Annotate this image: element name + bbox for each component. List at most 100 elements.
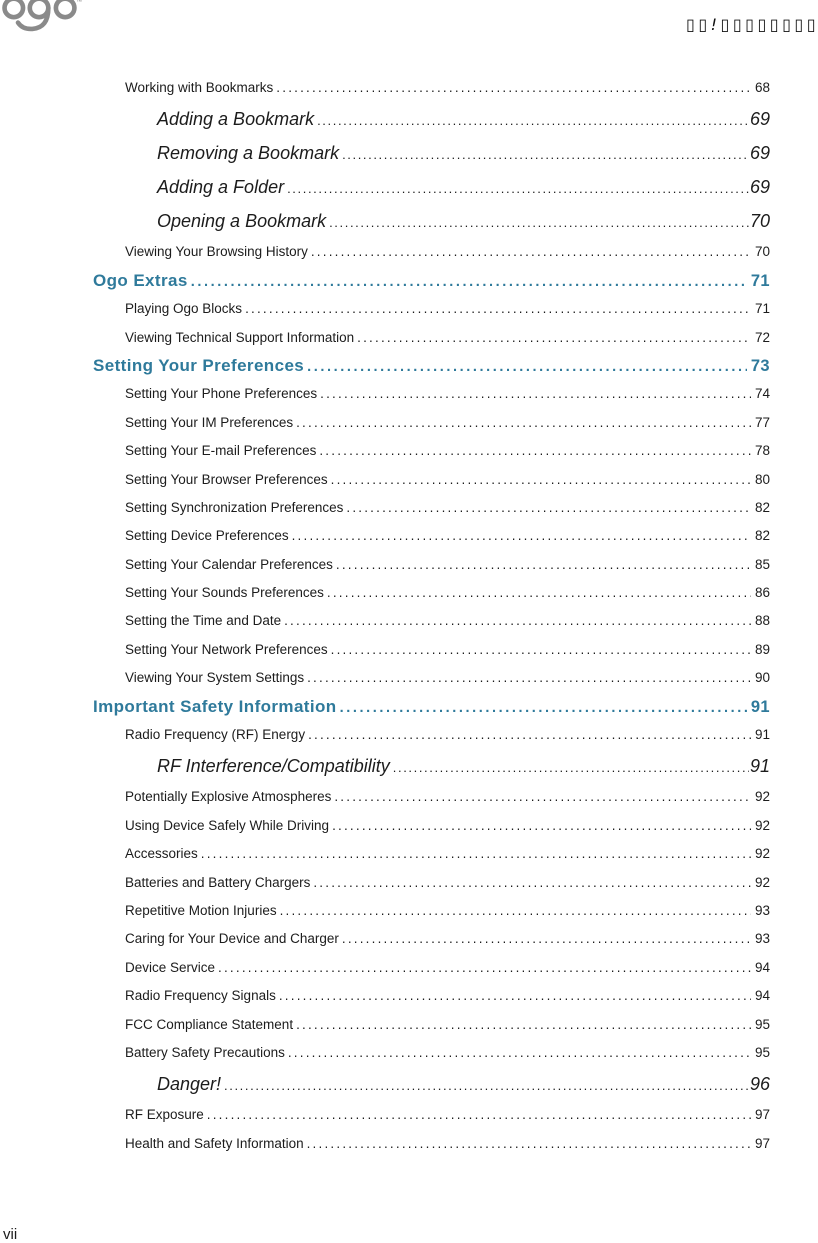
toc-leader-dots [280,897,751,925]
toc-entry-label: Setting Your E-mail Preferences [125,443,317,459]
toc-leader-dots [224,1067,749,1103]
toc-entry-page: 92 [754,789,770,805]
toc-entry[interactable]: Accessories 92 [125,840,770,868]
toc-entry-label: Using Device Safely While Driving [125,817,330,833]
toc-entry-label: Accessories [125,846,198,862]
toc-entry-page: 89 [754,641,770,657]
toc-leader-dots [320,380,751,408]
toc-entry[interactable]: Potentially Explosive Atmospheres 92 [125,783,770,811]
toc-leader-dots [307,1130,751,1158]
toc-entry-page: 72 [754,329,770,345]
toc-entry[interactable]: Battery Safety Precautions 95 [125,1039,770,1067]
toc-entry[interactable]: Adding a Folder 69 [157,170,770,204]
toc-entry[interactable]: Health and Safety Information 97 [125,1130,770,1158]
toc-leader-dots [357,324,751,352]
toc-entry[interactable]: Setting Your Network Preferences 89 [125,636,770,664]
toc-entry[interactable]: Opening a Bookmark 70 [157,204,770,238]
toc-entry[interactable]: Device Service 94 [125,954,770,982]
toc-entry-label: Opening a Bookmark [157,211,327,232]
toc-entry-page: 70 [749,211,770,232]
toc-entry[interactable]: Setting the Time and Date 88 [125,607,770,635]
toc-entry-label: Batteries and Battery Chargers [125,874,311,890]
toc-leader-dots [296,409,751,437]
toc-entry[interactable]: Ogo Extras 71 [93,267,770,295]
toc-entry[interactable]: Working with Bookmarks 68 [125,74,770,102]
ogo-logo: ™ [2,0,84,34]
toc-entry[interactable]: Using Device Safely While Driving 92 [125,812,770,840]
toc-entry-page: 91 [754,727,770,743]
toc-entry-label: Viewing Your Browsing History [125,244,308,260]
toc-entry-page: 82 [754,528,770,544]
toc-leader-dots [346,494,751,522]
toc-leader-dots [191,267,747,296]
toc-leader-dots [311,238,751,266]
toc-entry[interactable]: RF Interference/Compatibility 91 [157,749,770,783]
toc-entry-label: Playing Ogo Blocks [125,301,243,317]
toc-leader-dots [201,840,751,868]
toc-entry[interactable]: FCC Compliance Statement 95 [125,1011,770,1039]
toc-entry[interactable]: Radio Frequency (RF) Energy 91 [125,721,770,749]
toc-entry-page: 97 [754,1135,770,1151]
toc-entry-label: Repetitive Motion Injuries [125,902,277,918]
toc-entry[interactable]: Setting Your Preferences 73 [93,352,770,380]
toc-entry[interactable]: Viewing Technical Support Information 72 [125,324,770,352]
toc-entry-label: Setting Your Sounds Preferences [125,585,324,601]
toc-leader-dots [288,1039,751,1067]
toc-entry-page: 92 [754,846,770,862]
toc-entry-label: Ogo Extras [93,270,188,290]
toc-entry-label: Setting Your Preferences [93,355,305,375]
toc-entry[interactable]: Setting Your IM Preferences 77 [125,409,770,437]
toc-entry[interactable]: Setting Your Sounds Preferences 86 [125,579,770,607]
toc-entry-label: FCC Compliance Statement [125,1016,294,1032]
toc-entry[interactable]: Danger! 96 [157,1067,770,1101]
toc-leader-dots [342,925,751,953]
toc-entry-label: Health and Safety Information [125,1135,304,1151]
toc-leader-dots [317,102,749,138]
toc-entry[interactable]: Caring for Your Device and Charger 93 [125,925,770,953]
toc-entry-page: 70 [754,244,770,260]
toc-entry[interactable]: Radio Frequency Signals 94 [125,982,770,1010]
toc-entry[interactable]: Viewing Your System Settings 90 [125,664,770,692]
toc-entry-page: 73 [750,356,770,375]
toc-entry[interactable]: RF Exposure 97 [125,1101,770,1129]
toc-leader-dots [307,352,747,381]
toc-entry-page: 77 [754,414,770,430]
toc-leader-dots [284,607,751,635]
toc-leader-dots [336,551,751,579]
toc-leader-dots [342,136,749,172]
header-right-text: ▯▯!▯▯▯▯▯▯▯▯ [686,15,818,34]
toc-entry-label: Setting the Time and Date [125,613,282,629]
toc-entry[interactable]: Important Safety Information 91 [93,693,770,721]
toc-leader-dots [329,204,749,240]
toc-entry[interactable]: Setting Device Preferences 82 [125,522,770,550]
toc-entry-label: Device Service [125,959,216,975]
toc-entry-label: Setting Your Phone Preferences [125,386,318,402]
toc-leader-dots [319,437,751,465]
toc-entry[interactable]: Repetitive Motion Injuries 93 [125,897,770,925]
toc-entry[interactable]: Setting Your E-mail Preferences 78 [125,437,770,465]
logo-trademark: ™ [76,0,82,6]
toc-entry[interactable]: Setting Synchronization Preferences 82 [125,494,770,522]
toc-entry-page: 69 [749,143,770,164]
toc-entry[interactable]: Adding a Bookmark 69 [157,102,770,136]
toc-entry[interactable]: Playing Ogo Blocks 71 [125,295,770,323]
toc-entry[interactable]: Setting Your Calendar Preferences 85 [125,551,770,579]
toc-entry-page: 86 [754,585,770,601]
toc-leader-dots [327,579,751,607]
toc-entry[interactable]: Removing a Bookmark 69 [157,136,770,170]
toc-entry-page: 94 [754,959,770,975]
toc-entry-label: Adding a Folder [157,177,285,198]
toc-entry[interactable]: Setting Your Phone Preferences 74 [125,380,770,408]
footer-page-number: vii [3,1226,18,1243]
toc-entry-page: 71 [750,271,770,290]
toc-leader-dots [393,749,749,785]
toc-entry-page: 71 [754,301,770,317]
toc-entry[interactable]: Viewing Your Browsing History 70 [125,238,770,266]
toc-entry[interactable]: Batteries and Battery Chargers 92 [125,869,770,897]
toc-entry-page: 91 [749,756,770,777]
toc-entry[interactable]: Setting Your Browser Preferences 80 [125,466,770,494]
toc-entry-page: 95 [754,1016,770,1032]
toc-entry-label: Setting Your Network Preferences [125,641,328,657]
toc-leader-dots [207,1101,751,1129]
toc-entry-label: Potentially Explosive Atmospheres [125,789,332,805]
